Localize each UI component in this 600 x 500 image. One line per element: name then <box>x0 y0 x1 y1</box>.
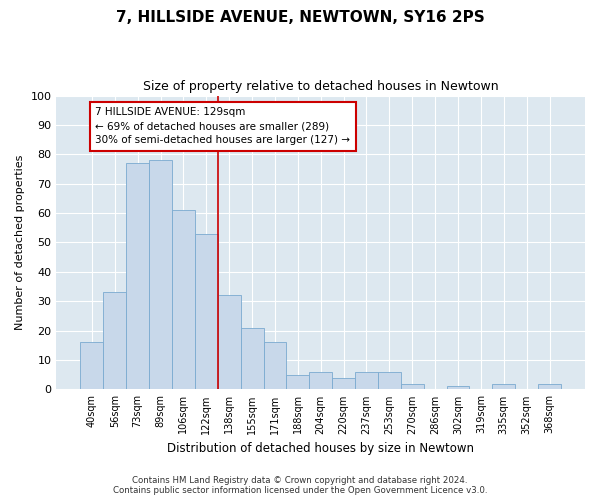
Bar <box>378 372 401 390</box>
Y-axis label: Number of detached properties: Number of detached properties <box>15 155 25 330</box>
Text: 7, HILLSIDE AVENUE, NEWTOWN, SY16 2PS: 7, HILLSIDE AVENUE, NEWTOWN, SY16 2PS <box>116 10 484 25</box>
Text: Contains HM Land Registry data © Crown copyright and database right 2024.
Contai: Contains HM Land Registry data © Crown c… <box>113 476 487 495</box>
Bar <box>401 384 424 390</box>
Bar <box>241 328 263 390</box>
Bar <box>103 292 126 390</box>
Bar <box>263 342 286 390</box>
Bar <box>286 374 309 390</box>
Bar <box>218 296 241 390</box>
Bar <box>446 386 469 390</box>
Bar <box>309 372 332 390</box>
X-axis label: Distribution of detached houses by size in Newtown: Distribution of detached houses by size … <box>167 442 474 455</box>
Text: 7 HILLSIDE AVENUE: 129sqm
← 69% of detached houses are smaller (289)
30% of semi: 7 HILLSIDE AVENUE: 129sqm ← 69% of detac… <box>95 108 350 146</box>
Bar <box>126 163 149 390</box>
Bar <box>80 342 103 390</box>
Bar <box>493 384 515 390</box>
Bar <box>538 384 561 390</box>
Bar <box>172 210 195 390</box>
Bar <box>195 234 218 390</box>
Bar <box>332 378 355 390</box>
Title: Size of property relative to detached houses in Newtown: Size of property relative to detached ho… <box>143 80 499 93</box>
Bar <box>355 372 378 390</box>
Bar <box>149 160 172 390</box>
